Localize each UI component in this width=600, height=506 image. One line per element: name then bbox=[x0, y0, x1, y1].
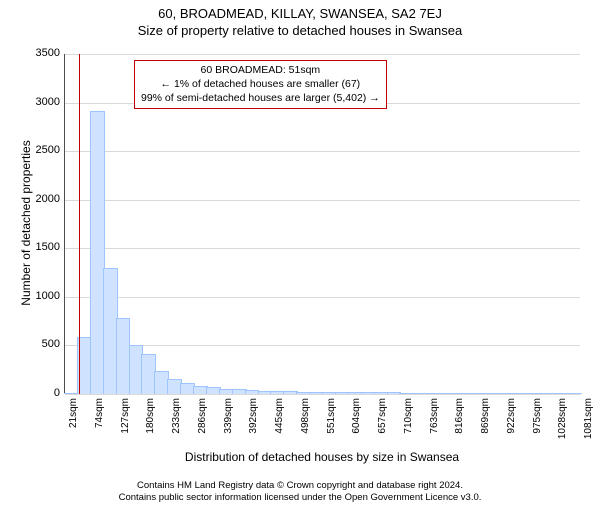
gridline bbox=[65, 394, 580, 395]
x-tick-label: 922sqm bbox=[506, 398, 517, 446]
x-tick-label: 180sqm bbox=[145, 398, 156, 446]
y-tick-label: 1000 bbox=[34, 290, 60, 302]
info-line-3: 99% of semi-detached houses are larger (… bbox=[141, 91, 380, 105]
x-tick-label: 816sqm bbox=[454, 398, 465, 446]
x-tick-label: 1081sqm bbox=[583, 398, 594, 446]
x-axis-label: Distribution of detached houses by size … bbox=[64, 450, 580, 464]
histogram-bar bbox=[567, 393, 582, 394]
x-tick-label: 21sqm bbox=[68, 398, 79, 446]
footer-line-2: Contains public sector information licen… bbox=[0, 492, 600, 504]
x-tick-label: 604sqm bbox=[351, 398, 362, 446]
footer: Contains HM Land Registry data © Crown c… bbox=[0, 480, 600, 504]
info-box: 60 BROADMEAD: 51sqm ← 1% of detached hou… bbox=[134, 60, 387, 109]
y-tick-label: 3500 bbox=[34, 47, 60, 59]
y-tick-label: 1500 bbox=[34, 241, 60, 253]
x-tick-label: 763sqm bbox=[429, 398, 440, 446]
x-tick-label: 74sqm bbox=[94, 398, 105, 446]
x-tick-label: 286sqm bbox=[197, 398, 208, 446]
chart-container: 60 BROADMEAD: 51sqm ← 1% of detached hou… bbox=[40, 54, 580, 434]
subtitle: Size of property relative to detached ho… bbox=[0, 23, 600, 38]
y-tick-label: 2000 bbox=[34, 193, 60, 205]
y-axis-label: Number of detached properties bbox=[19, 113, 33, 333]
footer-line-1: Contains HM Land Registry data © Crown c… bbox=[0, 480, 600, 492]
x-tick-label: 445sqm bbox=[274, 398, 285, 446]
info-line-2: ← 1% of detached houses are smaller (67) bbox=[141, 77, 380, 91]
y-tick-label: 2500 bbox=[34, 144, 60, 156]
x-tick-label: 392sqm bbox=[248, 398, 259, 446]
x-tick-label: 869sqm bbox=[480, 398, 491, 446]
y-tick-label: 500 bbox=[34, 338, 60, 350]
x-tick-label: 233sqm bbox=[171, 398, 182, 446]
x-tick-label: 498sqm bbox=[300, 398, 311, 446]
x-tick-label: 551sqm bbox=[326, 398, 337, 446]
x-tick-label: 1028sqm bbox=[557, 398, 568, 446]
x-tick-label: 657sqm bbox=[377, 398, 388, 446]
y-tick-label: 0 bbox=[34, 387, 60, 399]
x-tick-label: 710sqm bbox=[403, 398, 414, 446]
x-tick-label: 127sqm bbox=[120, 398, 131, 446]
reference-line bbox=[79, 54, 80, 394]
x-tick-label: 975sqm bbox=[532, 398, 543, 446]
info-line-1: 60 BROADMEAD: 51sqm bbox=[141, 63, 380, 77]
plot-area: 60 BROADMEAD: 51sqm ← 1% of detached hou… bbox=[64, 54, 580, 394]
y-tick-label: 3000 bbox=[34, 96, 60, 108]
x-tick-label: 339sqm bbox=[223, 398, 234, 446]
address-title: 60, BROADMEAD, KILLAY, SWANSEA, SA2 7EJ bbox=[0, 6, 600, 21]
